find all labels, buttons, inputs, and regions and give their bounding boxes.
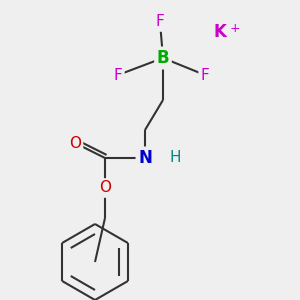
Text: N: N [138,149,152,167]
Text: O: O [99,181,111,196]
Text: F: F [201,68,209,82]
Text: +: + [230,22,240,34]
Text: O: O [69,136,81,151]
Text: F: F [114,68,122,82]
Text: F: F [156,14,164,29]
Text: K: K [214,23,226,41]
Text: H: H [169,151,181,166]
Text: B: B [157,49,169,67]
